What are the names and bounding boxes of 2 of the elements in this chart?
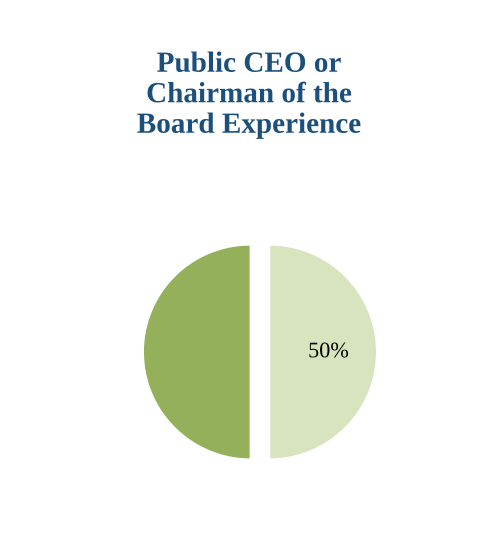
chart-title: Public CEO or Chairman of the Board Experience bbox=[137, 51, 360, 139]
data-label: 50% bbox=[309, 342, 348, 358]
